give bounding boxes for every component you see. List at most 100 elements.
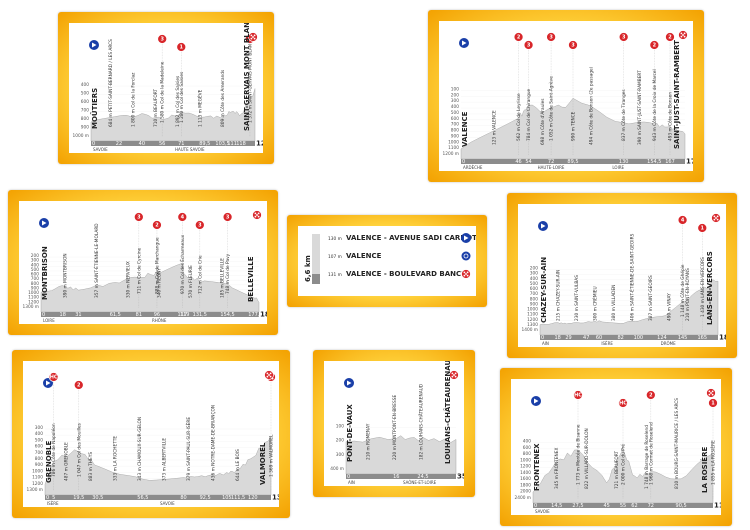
row-place: VALENCE - BOULEVARD BANCEL <box>346 270 471 278</box>
climb-category-marker: 2 <box>645 390 656 400</box>
place-label: 390 m MONTBRISON <box>63 253 69 298</box>
y-tick-label: 500 <box>530 281 538 287</box>
y-tick-label: 600 <box>35 444 43 450</box>
climb-category-marker <box>531 396 541 406</box>
finish-flag-icon <box>713 218 716 221</box>
y-tick-label: 200 <box>451 92 459 98</box>
place-label: 380 m VILLADEN <box>611 285 617 321</box>
x-tick-label: 29 <box>565 335 571 341</box>
region-label: SAÔNE-ET-LOIRE <box>403 480 437 485</box>
finish-flag-icon <box>268 374 270 376</box>
finish-flag-icon <box>453 374 455 376</box>
climb-category-marker <box>459 38 469 48</box>
profile-chart: 1300 m1200110010009008007006005004003002… <box>23 210 267 323</box>
y-tick-label: 400 m <box>330 466 344 472</box>
place-label: 379 m SAINT-PAUL-SUR-ISÈRE <box>184 417 192 481</box>
y-tick-label: 100 <box>336 424 344 430</box>
climb-category-marker <box>461 233 471 243</box>
finish-marker <box>706 388 716 398</box>
start-town: MONTBRISON <box>41 246 49 300</box>
x-tick-label: 54 <box>525 159 531 165</box>
finish-town: LANS-EN-VERCORS <box>706 251 714 325</box>
stage-card-montbrison: 1300 m 1200 1100 1000 900 800 700 600 500 400 300 2… <box>8 190 278 335</box>
profile-area <box>44 436 272 496</box>
profile-area <box>539 279 719 336</box>
climb-label: 888 m Col de Marchangue <box>154 237 160 294</box>
play-icon <box>42 220 47 226</box>
category-circle <box>568 40 578 50</box>
y-tick-label: 900 <box>451 133 459 139</box>
place-label: 710 m BEAUFORT <box>153 89 159 127</box>
place-label: 490 m VINAY <box>666 293 672 321</box>
category-circle <box>665 32 675 42</box>
y-tick-label: 900 <box>530 301 538 307</box>
y-tick-label: 1400 <box>520 470 531 476</box>
y-tick-label: 300 <box>35 425 43 431</box>
category-label: 4 <box>681 218 685 224</box>
category-label: 3 <box>137 215 141 221</box>
category-circle <box>222 212 233 222</box>
category-circle <box>48 372 59 382</box>
start-town: CHAZEY-SUR-AIN <box>540 257 548 323</box>
place-label: 210 m PONT-EN-ROYANS <box>685 268 691 321</box>
profile-chart: 1000 m 900 800 700 600 500 400 22 40 56 71 89,5 103,… <box>73 23 264 152</box>
start-town: GRENOBLE <box>45 440 53 483</box>
category-label: HC <box>50 375 58 381</box>
category-circle <box>513 32 524 42</box>
row-altitude: 131 m <box>328 272 342 278</box>
place-label: 300 m CRÉMIEU <box>590 286 598 321</box>
climb-label: 1 580 m Col de la Madeleine <box>160 61 166 123</box>
climb-category-marker: 3 <box>133 212 144 222</box>
finish-flag-icon <box>253 37 256 40</box>
climb-label: 1 372 m SAINT-GERVAIS MONT BLANC <box>247 41 253 123</box>
place-label: 210 m ROMENAY <box>365 423 371 460</box>
y-tick-label: 1100 <box>448 145 459 151</box>
category-circle <box>573 390 583 400</box>
finish-flag-icon <box>266 372 269 375</box>
finish-flag-icon <box>716 218 719 221</box>
finish-flag-icon <box>683 32 686 35</box>
y-tick-label: 1200 <box>28 299 39 305</box>
category-circle <box>194 220 205 230</box>
climb-category-marker: 3 <box>222 212 233 222</box>
y-tick-label: 500 <box>35 437 43 443</box>
climb-category-marker: 1 <box>697 223 708 233</box>
row-altitude: 107 m <box>328 254 342 260</box>
x-tick-label: 177,5 <box>248 312 262 318</box>
y-tick-label: 600 <box>31 272 39 278</box>
finish-flag-icon <box>266 375 269 378</box>
finish-town: SAINT-GERVAIS MONT BLANC <box>243 23 251 131</box>
x-tick-label: 0 <box>534 503 537 509</box>
climb-category-marker: 3 <box>523 40 534 50</box>
x-tick-label: 40 <box>139 141 145 147</box>
climb-category-marker <box>344 378 354 388</box>
x-tick-label: 167 <box>665 159 675 165</box>
place-label: 182 m LOUHANS-CHÂTEAURENAUD <box>418 383 425 460</box>
x-tick-label: 81 <box>136 312 142 318</box>
finish-flag-icon <box>465 273 467 275</box>
climb-category-marker: 3 <box>546 32 556 42</box>
x-tick-label: 131,5 <box>193 312 207 318</box>
category-label: 1 <box>701 226 705 232</box>
x-tick-label: 47 <box>583 335 589 341</box>
finish-flag-icon <box>257 215 260 218</box>
category-circle <box>697 223 708 233</box>
finish-flag-icon <box>463 274 466 277</box>
finish-flag-icon <box>451 372 454 375</box>
total-distance: 129 km <box>256 140 263 148</box>
y-tick-label: 2400 m <box>515 495 532 501</box>
y-tick-label: 200 <box>336 438 344 444</box>
climb-category-marker <box>39 218 49 228</box>
y-tick-label: 1200 <box>520 464 531 470</box>
y-tick-label: 700 <box>81 108 89 114</box>
axis-bar <box>312 274 320 284</box>
x-tick-label: 0 <box>46 495 49 501</box>
category-circle <box>677 215 688 225</box>
y-tick-label: 1800 <box>520 482 531 488</box>
place-label: 1 113 m MEGÈVE <box>196 89 204 127</box>
y-tick-label: 400 <box>35 431 43 437</box>
finish-flag-icon <box>253 34 256 37</box>
category-label: 3 <box>198 223 202 229</box>
place-label: 230 m SAINT-VULBAS <box>574 275 580 321</box>
climb-category-marker: 2 <box>649 40 660 50</box>
